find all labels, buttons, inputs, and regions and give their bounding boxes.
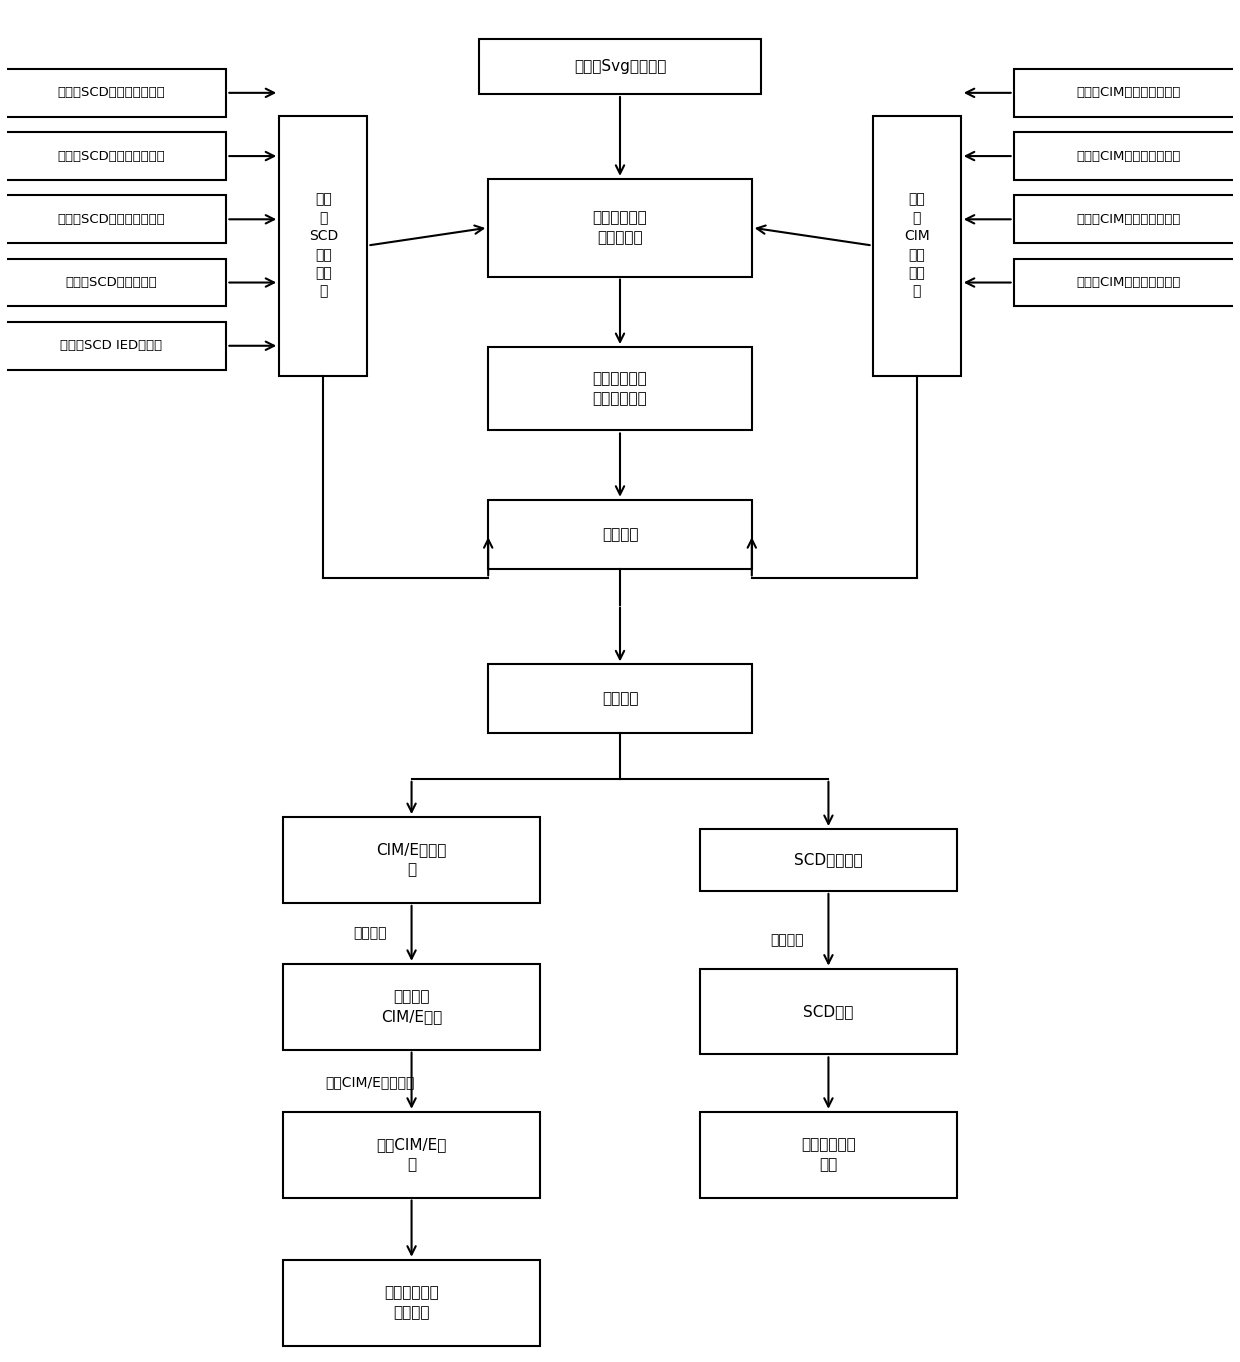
Text: 模型维护: 模型维护	[601, 527, 639, 542]
Text: 全网CIM/E文
件: 全网CIM/E文 件	[377, 1137, 446, 1173]
Text: 变电站CIM运行参数信息类: 变电站CIM运行参数信息类	[1076, 276, 1180, 289]
FancyBboxPatch shape	[0, 195, 227, 244]
FancyBboxPatch shape	[283, 817, 541, 903]
FancyBboxPatch shape	[0, 259, 227, 306]
Text: 调控中心能量
管理系统: 调控中心能量 管理系统	[384, 1286, 439, 1320]
FancyBboxPatch shape	[489, 665, 751, 734]
Text: 变电
站
SCD
模型
信息
库: 变电 站 SCD 模型 信息 库	[309, 192, 339, 298]
Text: 变电站SCD通信信息类: 变电站SCD通信信息类	[66, 276, 157, 289]
Text: 变电站CIM文件基本信息类: 变电站CIM文件基本信息类	[1076, 86, 1180, 99]
Text: 变电
站
CIM
模型
信息
库: 变电 站 CIM 模型 信息 库	[904, 192, 930, 298]
Text: 变电站SCD层次结构信息类: 变电站SCD层次结构信息类	[57, 150, 165, 162]
Text: 变电站图模一
体配置工具: 变电站图模一 体配置工具	[593, 210, 647, 245]
FancyBboxPatch shape	[699, 1111, 957, 1197]
FancyBboxPatch shape	[1013, 132, 1240, 180]
FancyBboxPatch shape	[283, 964, 541, 1050]
Text: SCD模型信息: SCD模型信息	[794, 853, 863, 868]
Text: 变电站Svg图形文件: 变电站Svg图形文件	[574, 59, 666, 74]
FancyBboxPatch shape	[0, 69, 227, 117]
FancyBboxPatch shape	[283, 1260, 541, 1346]
Text: 变电站SCD文件基本信息类: 变电站SCD文件基本信息类	[57, 86, 165, 99]
Text: 变电站CIM电气参数信息类: 变电站CIM电气参数信息类	[1076, 212, 1180, 226]
Text: SCD文件: SCD文件	[804, 1004, 853, 1019]
Text: 多个CIM/E文件整合: 多个CIM/E文件整合	[325, 1075, 414, 1088]
FancyBboxPatch shape	[699, 968, 957, 1054]
Text: 格式转换: 格式转换	[770, 933, 804, 947]
FancyBboxPatch shape	[699, 829, 957, 891]
FancyBboxPatch shape	[283, 1111, 541, 1197]
FancyBboxPatch shape	[489, 500, 751, 569]
Text: 变电站自动化
系统: 变电站自动化 系统	[801, 1137, 856, 1173]
FancyBboxPatch shape	[479, 39, 761, 94]
FancyBboxPatch shape	[1013, 259, 1240, 306]
FancyBboxPatch shape	[873, 116, 961, 376]
Text: 变电站图模一
体全信息模型: 变电站图模一 体全信息模型	[593, 372, 647, 406]
Text: CIM/E模型信
息: CIM/E模型信 息	[377, 843, 446, 877]
FancyBboxPatch shape	[1013, 69, 1240, 117]
Text: 信息提取: 信息提取	[601, 692, 639, 707]
FancyBboxPatch shape	[0, 132, 227, 180]
Text: 变电站SCD IED信息类: 变电站SCD IED信息类	[60, 339, 162, 353]
FancyBboxPatch shape	[1013, 195, 1240, 244]
FancyBboxPatch shape	[0, 321, 227, 369]
Text: 变电站SCD电气参数信息类: 变电站SCD电气参数信息类	[57, 212, 165, 226]
FancyBboxPatch shape	[489, 347, 751, 430]
Text: 单变电站
CIM/E文件: 单变电站 CIM/E文件	[381, 989, 443, 1024]
Text: 格式转换: 格式转换	[353, 926, 387, 940]
FancyBboxPatch shape	[279, 116, 367, 376]
Text: 变电站CIM电气性质信息类: 变电站CIM电气性质信息类	[1076, 150, 1180, 162]
FancyBboxPatch shape	[489, 178, 751, 276]
